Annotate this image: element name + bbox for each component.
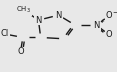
Text: Cl: Cl <box>1 29 9 38</box>
Text: N: N <box>35 16 42 25</box>
Text: O: O <box>105 11 112 20</box>
Text: O: O <box>17 47 24 56</box>
Text: −: − <box>112 9 117 14</box>
Text: N: N <box>93 21 100 30</box>
Text: CH$_3$: CH$_3$ <box>16 5 31 15</box>
Text: +: + <box>100 19 104 24</box>
Text: O: O <box>105 30 112 39</box>
Text: N: N <box>55 11 62 20</box>
